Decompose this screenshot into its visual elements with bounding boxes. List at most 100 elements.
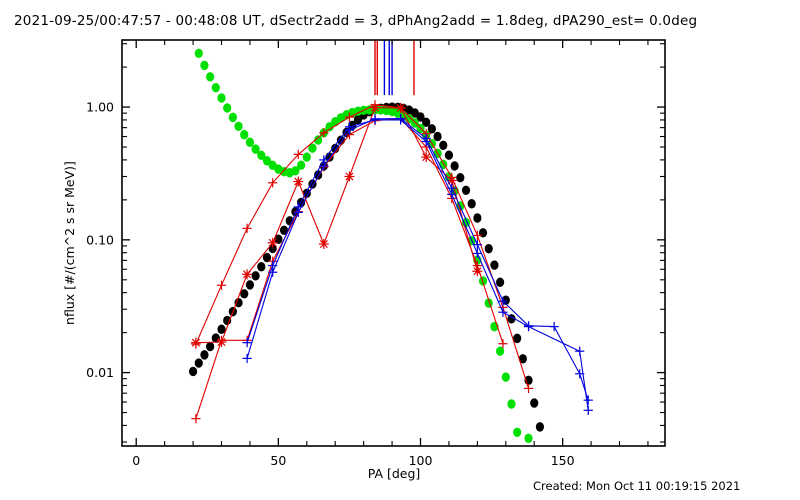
marker-asterisk (421, 152, 432, 163)
marker-plus (472, 230, 482, 240)
data-dot (439, 140, 448, 151)
marker-plus (421, 136, 431, 147)
marker-ast-d2 (294, 177, 303, 186)
marker-asterisk (216, 337, 227, 348)
marker-asterisk (242, 269, 253, 280)
data-dot (501, 372, 510, 382)
marker-ast-d2 (243, 270, 252, 279)
data-dot (444, 150, 454, 160)
x-tick-label: 0 (132, 453, 140, 468)
data-dot (274, 234, 283, 244)
data-dot (223, 103, 232, 113)
marker-plus (523, 322, 534, 332)
marker-plus (523, 383, 534, 394)
marker-ast-d2 (370, 103, 380, 112)
data-dot (530, 398, 539, 408)
data-dot (524, 433, 533, 444)
data-dot (353, 114, 363, 125)
y-tick-label: 0.01 (86, 365, 114, 380)
marker-ast-d2 (422, 153, 431, 162)
data-dot (478, 228, 488, 238)
data-dot (251, 271, 260, 281)
marker-asterisk (370, 102, 381, 113)
marker-plus (319, 155, 329, 165)
marker-plus (242, 353, 252, 363)
data-dot (194, 358, 203, 368)
marker-plus (319, 128, 329, 138)
y-axis-label: nflux [#/(cm^2 s sr MeV)] (62, 161, 77, 325)
marker-plus (447, 189, 457, 199)
data-dot (325, 122, 334, 132)
marker-asterisk (293, 176, 304, 187)
marker-plus (242, 338, 252, 348)
data-dot (473, 213, 482, 223)
data-dot (211, 82, 220, 93)
data-dot (251, 144, 260, 154)
data-dot (262, 156, 272, 166)
y-tick-label: 0.10 (86, 232, 114, 247)
data-dot (262, 252, 272, 263)
marker-asterisk (267, 237, 278, 248)
data-dot (450, 161, 459, 171)
series-group (188, 40, 593, 444)
data-dot (456, 172, 465, 183)
data-dot (206, 72, 215, 82)
marker-plus (396, 115, 406, 125)
plot-frame (121, 39, 666, 447)
x-tick-label: 100 (409, 453, 433, 468)
marker-ast-d2 (473, 267, 482, 276)
data-dot (427, 124, 436, 134)
data-dot (308, 179, 317, 189)
data-dot (478, 276, 488, 286)
series-line-obs-blue-2 (246, 119, 589, 411)
data-dot (228, 112, 237, 123)
marker-plus (268, 260, 278, 271)
series-line-obs-red-3-asterisk (195, 107, 478, 344)
data-dot (496, 277, 505, 287)
x-tick-label: 150 (551, 453, 575, 468)
data-dot (194, 48, 203, 59)
marker-ast-d2 (345, 172, 354, 181)
data-dot (507, 314, 516, 324)
marker-plus (583, 395, 593, 405)
data-dot (217, 324, 226, 334)
marker-plus (268, 178, 278, 188)
x-axis-label: PA [deg] (368, 466, 421, 481)
data-dot (188, 366, 198, 377)
data-dot (433, 131, 442, 142)
marker-plus (498, 296, 508, 306)
creation-timestamp: Created: Mon Oct 11 00:19:15 2021 (533, 479, 740, 493)
data-dot (245, 280, 255, 290)
data-dot (513, 333, 522, 344)
marker-plus (344, 112, 355, 122)
marker-plus (216, 280, 227, 290)
data-dot (513, 427, 522, 438)
marker-ast-d2 (217, 337, 226, 347)
x-tick-label: 50 (270, 453, 286, 468)
data-dot (297, 160, 306, 170)
data-dot (461, 185, 471, 196)
marker-plus (583, 405, 593, 415)
marker-plus (191, 414, 201, 424)
data-dot (240, 129, 249, 140)
data-dot (331, 143, 340, 154)
data-dot (422, 117, 431, 128)
data-dot (490, 260, 499, 270)
data-dot (257, 262, 266, 272)
data-dot (302, 152, 311, 162)
marker-plus (344, 122, 355, 132)
data-dot (496, 346, 505, 356)
data-dot (507, 399, 516, 409)
data-dot (234, 121, 243, 132)
marker-ast-d2 (396, 103, 405, 112)
data-dot (279, 225, 289, 236)
marker-plus (293, 202, 303, 212)
marker-asterisk (472, 266, 483, 277)
plot-area: 0 50 100 150 1.00 0.10 0.01 (86, 39, 666, 468)
marker-ast-d2 (319, 239, 328, 249)
marker-plus (549, 322, 559, 332)
data-dot (518, 354, 527, 364)
data-dot (200, 60, 209, 71)
data-dot (257, 150, 266, 161)
marker-plus (370, 115, 380, 125)
